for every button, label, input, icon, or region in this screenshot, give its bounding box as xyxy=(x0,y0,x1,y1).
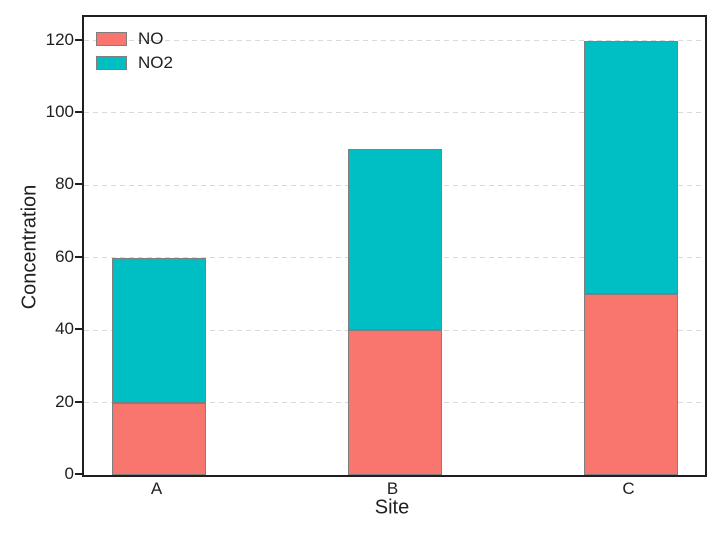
bar-segment-NO-A xyxy=(111,402,206,475)
y-tick-mark xyxy=(75,38,82,41)
legend: NO NO2 xyxy=(96,29,173,77)
y-tick-label-40: 40 xyxy=(55,319,74,339)
y-tick-label-20: 20 xyxy=(55,391,74,411)
y-tick-mark xyxy=(75,110,82,113)
y-tick-mark xyxy=(75,255,82,258)
bar-segment-NO2-B xyxy=(347,149,442,331)
y-tick-mark xyxy=(75,473,82,475)
legend-swatch-NO2 xyxy=(96,55,127,70)
y-tick-mark xyxy=(75,183,82,186)
bar-segment-NO2-A xyxy=(111,257,206,403)
x-tick-label-B: B xyxy=(386,479,399,498)
bar-segment-NO2-C xyxy=(583,40,678,294)
y-tick-label-60: 60 xyxy=(55,246,74,266)
legend-label-NO: NO xyxy=(138,29,164,48)
gridline-y-100 xyxy=(84,112,705,114)
y-tick-label-80: 80 xyxy=(55,174,74,194)
legend-label-NO2: NO2 xyxy=(138,53,173,72)
y-tick-mark xyxy=(75,328,82,331)
y-axis-label: Concentration xyxy=(18,184,41,310)
gridline-y-120 xyxy=(84,40,705,42)
bar-segment-NO-B xyxy=(347,330,442,475)
legend-entry-NO2: NO2 xyxy=(96,53,173,72)
y-tick-label-120: 120 xyxy=(45,29,74,49)
legend-swatch-NO xyxy=(96,31,127,46)
plot-area xyxy=(82,15,707,477)
y-tick-label-0: 0 xyxy=(64,464,74,483)
x-tick-label-A: A xyxy=(150,479,163,498)
x-axis-label: Site xyxy=(374,496,410,519)
bar-segment-NO-C xyxy=(583,293,678,475)
legend-entry-NO: NO xyxy=(96,29,173,48)
x-tick-label-C: C xyxy=(622,479,635,498)
y-tick-mark xyxy=(75,400,82,403)
y-tick-label-100: 100 xyxy=(45,101,74,121)
